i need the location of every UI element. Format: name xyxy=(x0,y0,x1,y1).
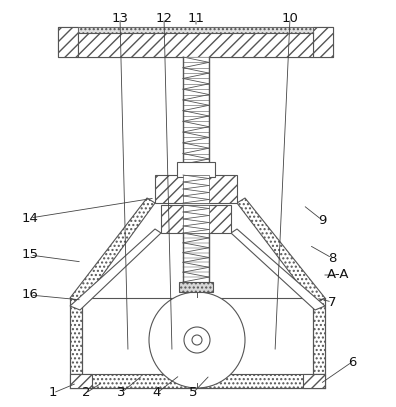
Bar xyxy=(313,298,325,374)
Text: 12: 12 xyxy=(156,11,173,24)
Text: 4: 4 xyxy=(153,387,161,400)
Bar xyxy=(155,175,237,203)
Bar xyxy=(70,298,82,374)
Text: 10: 10 xyxy=(282,11,299,24)
Text: 16: 16 xyxy=(21,289,38,302)
Circle shape xyxy=(192,335,202,345)
Bar xyxy=(313,27,333,57)
Bar xyxy=(78,32,313,57)
Text: 13: 13 xyxy=(112,11,128,24)
Polygon shape xyxy=(70,229,161,310)
Bar xyxy=(179,282,213,292)
Text: 5: 5 xyxy=(189,387,197,400)
Bar xyxy=(70,374,325,388)
Polygon shape xyxy=(70,198,155,303)
Text: 3: 3 xyxy=(117,387,125,400)
Text: 9: 9 xyxy=(318,214,326,227)
Text: 8: 8 xyxy=(328,252,336,265)
Text: 11: 11 xyxy=(187,11,204,24)
Text: 14: 14 xyxy=(21,212,38,225)
Bar xyxy=(78,27,313,33)
Bar xyxy=(58,27,78,57)
Bar xyxy=(183,57,209,175)
Bar xyxy=(183,175,209,203)
Polygon shape xyxy=(231,229,325,310)
Bar xyxy=(303,374,325,388)
Bar xyxy=(161,205,231,233)
Bar xyxy=(177,162,215,177)
Bar xyxy=(58,27,333,57)
Circle shape xyxy=(184,327,210,353)
Text: 15: 15 xyxy=(21,249,38,262)
Bar xyxy=(183,205,209,233)
Bar xyxy=(183,233,209,282)
Polygon shape xyxy=(237,198,325,303)
Text: 2: 2 xyxy=(82,387,90,400)
Text: 1: 1 xyxy=(49,387,57,400)
Text: 6: 6 xyxy=(348,355,356,368)
Text: 7: 7 xyxy=(328,295,336,309)
Circle shape xyxy=(149,292,245,388)
Text: A-A: A-A xyxy=(327,269,349,282)
Bar xyxy=(70,374,92,388)
